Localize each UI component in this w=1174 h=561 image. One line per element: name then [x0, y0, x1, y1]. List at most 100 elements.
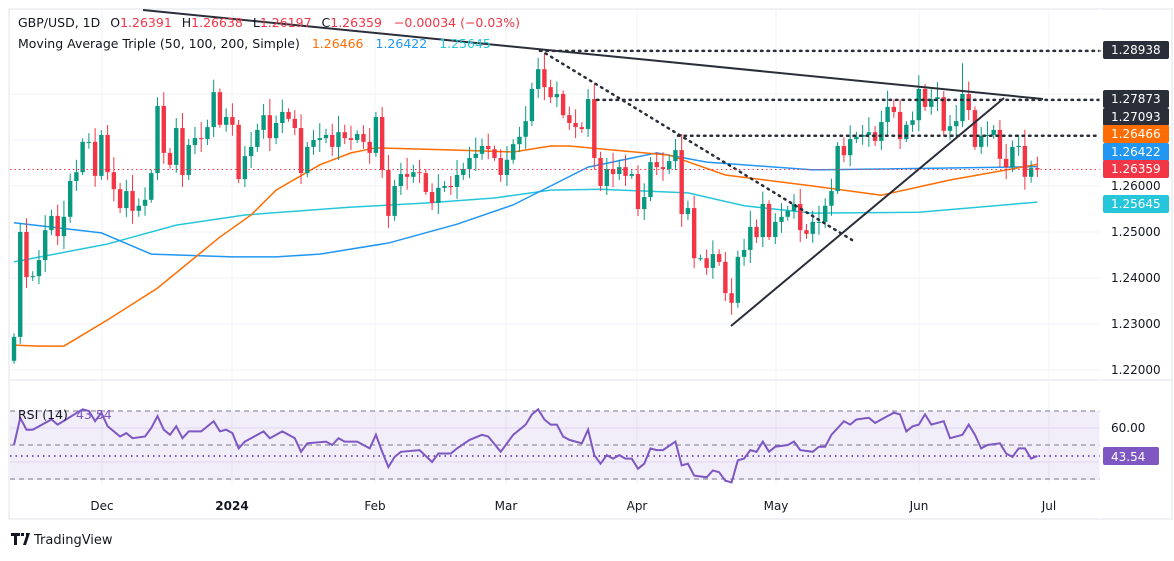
- candle: [679, 133, 684, 228]
- candle-body: [947, 126, 953, 131]
- candle: [454, 159, 460, 199]
- candle: [43, 215, 48, 273]
- price-axis[interactable]: 1.26000 1.25000 1.24000 1.23000 1.22000: [1111, 179, 1161, 377]
- dotted-descending-trendline[interactable]: [538, 48, 854, 242]
- candle-body: [879, 122, 884, 141]
- candle: [791, 193, 797, 219]
- candle-body: [236, 124, 241, 180]
- candle: [67, 173, 73, 223]
- candle-body: [642, 197, 647, 209]
- candle-body: [648, 162, 653, 198]
- descending-resistance-trendline[interactable]: [142, 9, 1044, 100]
- candle: [186, 138, 191, 180]
- candle: [130, 174, 135, 224]
- candle: [36, 250, 42, 285]
- candle: [891, 99, 897, 118]
- candle-body: [766, 203, 772, 238]
- candle: [99, 130, 104, 180]
- candle-body: [248, 146, 254, 157]
- legend-ohlc: GBP/USD, 1D O1.26391 H1.26638 L1.26197 C…: [18, 15, 520, 30]
- candle-body: [255, 129, 260, 147]
- candle-body: [24, 232, 29, 278]
- candle: [885, 90, 890, 136]
- candle-body: [704, 258, 709, 268]
- candle: [367, 128, 372, 164]
- low-label: L: [253, 15, 260, 30]
- candle: [30, 271, 35, 282]
- candle: [436, 174, 441, 214]
- candle: [248, 131, 254, 169]
- candle-body: [298, 128, 304, 174]
- candle: [642, 183, 647, 220]
- candle-body: [897, 111, 903, 140]
- candle: [929, 89, 934, 115]
- candle-body: [997, 129, 1003, 159]
- candle: [317, 123, 322, 152]
- candle-body: [379, 117, 385, 170]
- candle: [373, 112, 379, 157]
- ma200-value: 1.25645: [439, 36, 491, 51]
- candle-body: [866, 132, 872, 135]
- candle: [511, 139, 516, 164]
- candle-body: [186, 145, 191, 175]
- candle: [280, 99, 285, 133]
- candle: [573, 109, 578, 139]
- rsi-title: RSI (14): [18, 407, 68, 422]
- candle: [379, 107, 385, 178]
- candle: [305, 141, 310, 178]
- candle-body: [167, 152, 173, 165]
- candle: [829, 178, 834, 216]
- candle: [167, 147, 173, 169]
- candle-body: [80, 141, 85, 173]
- candle: [230, 103, 235, 136]
- candle-body: [286, 111, 291, 119]
- ma100-line: [13, 152, 1038, 258]
- candle-body: [261, 115, 266, 130]
- candle: [1010, 140, 1015, 173]
- tradingview-logo[interactable]: TradingView: [11, 533, 113, 548]
- candle-body: [149, 173, 154, 200]
- candle: [199, 121, 204, 153]
- candle: [635, 165, 641, 216]
- candle-body: [18, 232, 23, 337]
- candle-body: [180, 128, 185, 175]
- candle: [592, 84, 597, 170]
- candle: [548, 79, 553, 104]
- candle: [24, 218, 29, 289]
- tradingview-logo-icon: [11, 533, 30, 545]
- candle: [392, 179, 397, 221]
- candle: [142, 187, 148, 216]
- candle-body: [535, 69, 541, 89]
- price-axis-tick: 1.23000: [1111, 317, 1161, 331]
- open-label: O: [110, 15, 120, 30]
- candle-body: [735, 256, 741, 303]
- candle: [180, 113, 185, 187]
- price-badge-level: [1103, 108, 1169, 126]
- candle-body: [835, 145, 840, 192]
- candle: [74, 159, 79, 191]
- candle-body: [841, 145, 847, 156]
- candle-body: [729, 293, 734, 303]
- candle: [1022, 129, 1028, 190]
- price-axis-tick: 1.26000: [1111, 179, 1161, 193]
- candle-body: [916, 88, 921, 121]
- price-badge-ma100: [1103, 143, 1169, 161]
- candle-body: [273, 122, 279, 139]
- candle-body: [673, 150, 678, 162]
- candle: [785, 205, 790, 221]
- candle-body: [1035, 168, 1040, 170]
- candle-body: [810, 221, 815, 234]
- candle-body: [392, 186, 397, 216]
- candle: [261, 103, 266, 139]
- candle-body: [398, 174, 404, 186]
- candle-body: [667, 161, 672, 169]
- candle: [623, 154, 628, 186]
- horizontal-levels[interactable]: [538, 49, 1102, 137]
- candle-body: [311, 140, 316, 147]
- time-axis[interactable]: Dec 2024 Feb Mar Apr May Jun Jul: [90, 499, 1056, 513]
- candle: [617, 159, 622, 180]
- candle: [748, 210, 753, 263]
- candle-body: [361, 134, 366, 142]
- candle-body: [373, 117, 379, 153]
